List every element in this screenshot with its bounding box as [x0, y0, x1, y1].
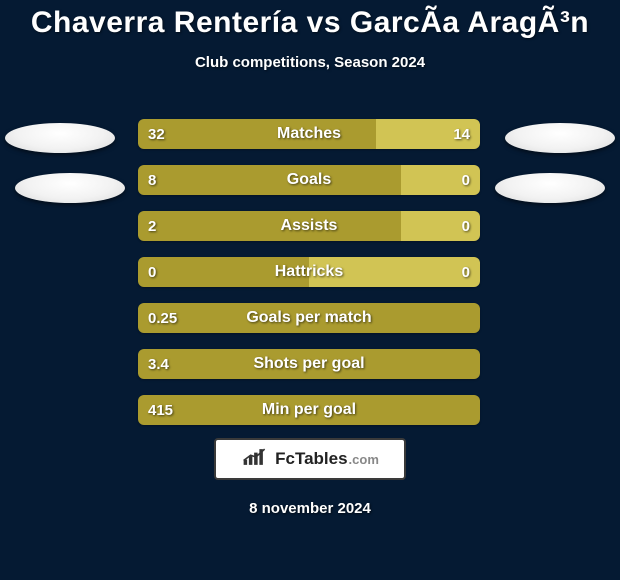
- stat-bar-right: [376, 119, 480, 149]
- stat-rows: Matches3214 Goals80 Assists20 Hattricks00 Go…: [0, 111, 620, 433]
- stat-bar: Shots per goal3.4: [138, 349, 480, 379]
- stat-row: Hattricks00: [0, 249, 620, 295]
- stat-row: Assists20: [0, 203, 620, 249]
- stat-bar-left: [138, 119, 376, 149]
- stat-row: Goals per match0.25: [0, 295, 620, 341]
- stat-row: Matches3214: [0, 111, 620, 157]
- stat-row: Goals80: [0, 157, 620, 203]
- stat-bar-right: [401, 211, 480, 241]
- stat-bar: Matches3214: [138, 119, 480, 149]
- source-badge: FcTables .com: [214, 438, 406, 480]
- page-title: Chaverra Rentería vs GarcÃa AragÃ³n: [0, 0, 620, 40]
- stat-row: Min per goal415: [0, 387, 620, 433]
- comparison-infographic: Chaverra Rentería vs GarcÃa AragÃ³n Club…: [0, 0, 620, 580]
- source-label: FcTables .com: [275, 449, 379, 469]
- stat-bar-left: [138, 165, 401, 195]
- source-suffix: .com: [349, 452, 379, 467]
- date-label: 8 november 2024: [0, 500, 620, 517]
- stat-bar-right: [309, 257, 480, 287]
- stat-row: Shots per goal3.4: [0, 341, 620, 387]
- source-name: FcTables: [275, 449, 347, 469]
- stat-bar-right: [401, 165, 480, 195]
- stat-bar: Hattricks00: [138, 257, 480, 287]
- stat-bar-full: [138, 395, 480, 425]
- stat-bar: Goals80: [138, 165, 480, 195]
- page-subtitle: Club competitions, Season 2024: [0, 54, 620, 71]
- stat-bar-left: [138, 257, 309, 287]
- stat-bar-left: [138, 211, 401, 241]
- stat-bar-full: [138, 303, 480, 333]
- chart-icon: [241, 446, 269, 473]
- stat-bar-full: [138, 349, 480, 379]
- stat-bar: Assists20: [138, 211, 480, 241]
- stat-bar: Goals per match0.25: [138, 303, 480, 333]
- stat-bar: Min per goal415: [138, 395, 480, 425]
